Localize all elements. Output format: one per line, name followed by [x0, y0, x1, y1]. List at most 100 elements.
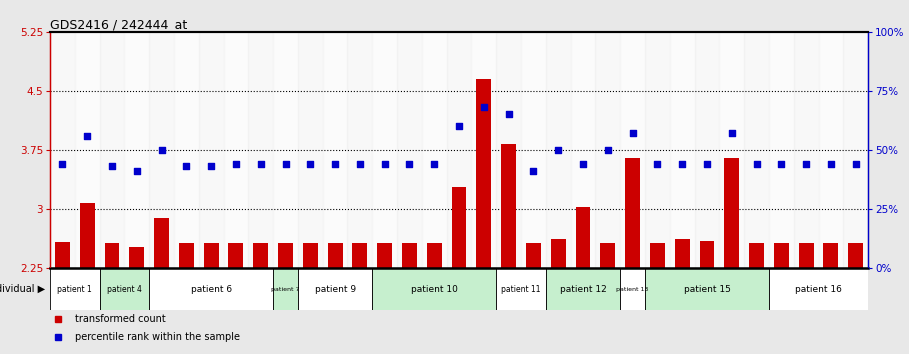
Text: patient 10: patient 10	[411, 285, 458, 293]
Bar	[174, 32, 199, 268]
Bar	[452, 187, 466, 268]
Bar	[422, 32, 446, 268]
Text: patient 7: patient 7	[271, 287, 300, 292]
Bar	[774, 243, 789, 268]
Bar	[199, 32, 224, 268]
Bar	[228, 243, 244, 268]
Bar	[125, 32, 149, 268]
Bar	[744, 32, 769, 268]
Bar	[273, 268, 298, 310]
Point	[502, 112, 516, 117]
Bar	[298, 32, 323, 268]
Bar	[496, 268, 545, 310]
Bar	[769, 32, 794, 268]
Bar	[50, 268, 100, 310]
Bar	[620, 32, 645, 268]
Bar	[298, 268, 373, 310]
Point	[650, 161, 664, 167]
Bar	[472, 32, 496, 268]
Text: individual ▶: individual ▶	[0, 284, 45, 294]
Bar	[254, 243, 268, 268]
Text: patient 11: patient 11	[501, 285, 541, 293]
Bar	[402, 243, 417, 268]
Point	[353, 161, 367, 167]
Bar	[377, 243, 392, 268]
Bar	[670, 32, 694, 268]
Point	[278, 161, 293, 167]
Point	[427, 161, 442, 167]
Point	[55, 161, 70, 167]
Bar	[824, 243, 838, 268]
Bar	[694, 32, 719, 268]
Bar	[620, 268, 645, 310]
Point	[204, 164, 218, 169]
Bar	[600, 243, 615, 268]
Bar	[373, 268, 496, 310]
Point	[724, 131, 739, 136]
Bar	[521, 32, 545, 268]
Text: patient 4: patient 4	[107, 285, 142, 293]
Point	[824, 161, 838, 167]
Text: patient 16: patient 16	[795, 285, 842, 293]
Point	[254, 161, 268, 167]
Bar	[55, 242, 70, 268]
Bar	[799, 243, 814, 268]
Point	[700, 161, 714, 167]
Bar	[105, 243, 119, 268]
Text: patient 13: patient 13	[616, 287, 649, 292]
Bar	[700, 241, 714, 268]
Bar	[526, 243, 541, 268]
Bar	[204, 243, 218, 268]
Bar	[323, 32, 347, 268]
Point	[749, 161, 764, 167]
Bar	[545, 32, 571, 268]
Text: patient 6: patient 6	[191, 285, 232, 293]
Bar	[100, 268, 149, 310]
Point	[402, 161, 416, 167]
Text: patient 1: patient 1	[57, 285, 92, 293]
Point	[774, 161, 789, 167]
Point	[625, 131, 640, 136]
Bar	[645, 268, 769, 310]
Bar	[551, 239, 565, 268]
Bar	[347, 32, 373, 268]
Bar	[595, 32, 620, 268]
Point	[601, 147, 615, 153]
Point	[452, 124, 466, 129]
Bar	[149, 268, 273, 310]
Bar	[353, 243, 367, 268]
Bar	[476, 79, 491, 268]
Bar	[496, 32, 521, 268]
Text: patient 9: patient 9	[315, 285, 355, 293]
Bar	[848, 243, 864, 268]
Text: transformed count: transformed count	[75, 314, 165, 324]
Point	[328, 161, 343, 167]
Bar	[625, 158, 640, 268]
Text: GDS2416 / 242444_at: GDS2416 / 242444_at	[50, 18, 187, 31]
Bar	[818, 32, 844, 268]
Text: patient 15: patient 15	[684, 285, 731, 293]
Bar	[129, 247, 145, 268]
Point	[551, 147, 565, 153]
Point	[80, 133, 95, 138]
Point	[179, 164, 194, 169]
Bar	[501, 144, 516, 268]
Point	[155, 147, 169, 153]
Bar	[155, 217, 169, 268]
Bar	[650, 243, 664, 268]
Point	[303, 161, 317, 167]
Point	[229, 161, 244, 167]
Point	[377, 161, 392, 167]
Bar	[149, 32, 174, 268]
Bar	[749, 243, 764, 268]
Bar	[278, 243, 293, 268]
Bar	[645, 32, 670, 268]
Bar	[327, 243, 343, 268]
Bar	[303, 243, 318, 268]
Bar	[575, 206, 591, 268]
Bar	[75, 32, 100, 268]
Bar	[724, 158, 739, 268]
Point	[129, 168, 144, 174]
Bar	[719, 32, 744, 268]
Point	[526, 168, 541, 174]
